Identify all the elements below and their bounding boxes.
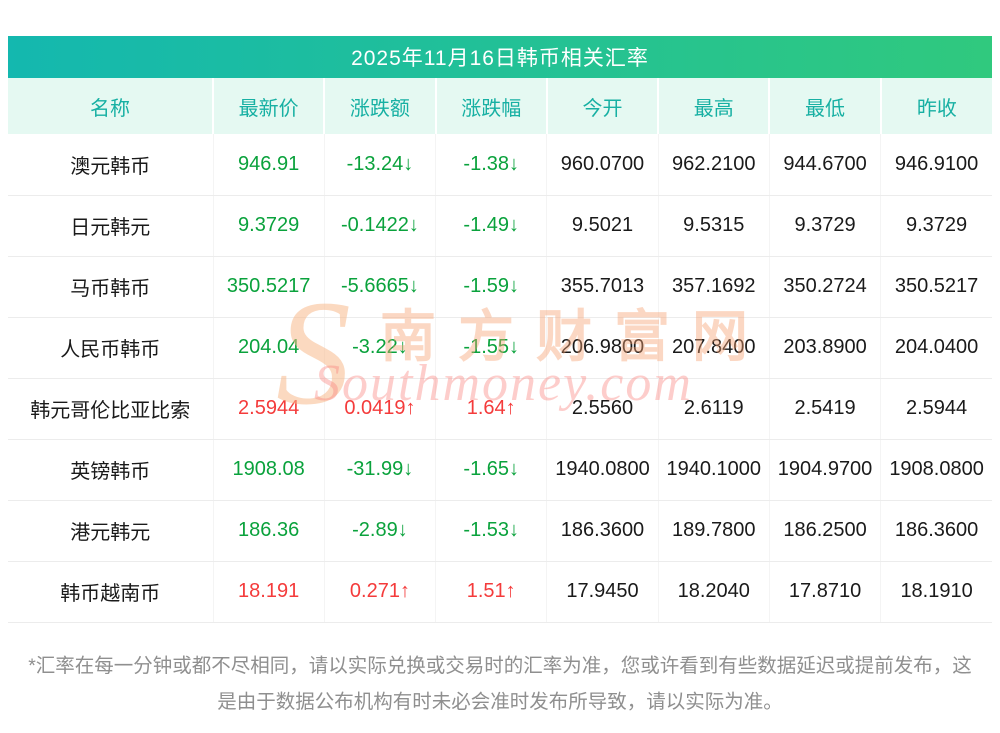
rate-value: 1940.1000 [658, 439, 770, 501]
currency-pair-name: 澳元韩币 [8, 134, 214, 196]
table-row: 英镑韩币 1908.08 -31.99↓ -1.65↓ 1940.0800 1940.10… [8, 439, 992, 501]
rate-value: 2.5560 [546, 378, 659, 440]
rate-value: 204.04 [213, 317, 325, 379]
rate-value: 186.2500 [769, 500, 882, 562]
currency-pair-name: 日元韩元 [8, 195, 214, 257]
rate-value: 18.2040 [658, 561, 770, 623]
rate-value: 186.3600 [546, 500, 659, 562]
table-row: 澳元韩币 946.91 -13.24↓ -1.38↓ 960.0700 962.2100 9… [8, 134, 992, 196]
rate-value: -1.59↓ [435, 256, 548, 318]
rate-value: -3.22↓ [324, 317, 437, 379]
rate-table: 名称 最新价 涨跌额 涨跌幅 今开 最高 最低 昨收 澳元韩币 946.91 -13… [8, 78, 992, 623]
rate-value: 0.271↑ [324, 561, 437, 623]
rate-value: 17.8710 [769, 561, 882, 623]
rate-value: 2.5944 [880, 378, 992, 440]
currency-pair-name: 港元韩元 [8, 500, 214, 562]
column-header-low: 最低 [769, 78, 882, 134]
rate-value: 1908.0800 [880, 439, 992, 501]
rate-value: 357.1692 [658, 256, 770, 318]
column-header-open: 今开 [546, 78, 660, 134]
column-header-latest: 最新价 [213, 78, 326, 134]
page-title: 2025年11月16日韩币相关汇率 [8, 36, 992, 78]
table-row: 韩元哥伦比亚比索 2.5944 0.0419↑ 1.64↑ 2.5560 2.6119 2.… [8, 378, 992, 440]
column-header-high: 最高 [658, 78, 771, 134]
rate-value: 944.6700 [769, 134, 882, 196]
rate-table-body: 澳元韩币 946.91 -13.24↓ -1.38↓ 960.0700 962.2100 9… [8, 134, 992, 623]
rate-value: 350.2724 [769, 256, 882, 318]
rate-value: -1.65↓ [435, 439, 548, 501]
table-header-row: 名称 最新价 涨跌额 涨跌幅 今开 最高 最低 昨收 [8, 78, 992, 134]
rate-value: -0.1422↓ [324, 195, 437, 257]
table-row: 韩币越南币 18.191 0.271↑ 1.51↑ 17.9450 18.2040 17.8… [8, 561, 992, 623]
rate-value: 2.6119 [658, 378, 770, 440]
rate-value: 9.5315 [658, 195, 770, 257]
currency-pair-name: 韩元哥伦比亚比索 [8, 378, 214, 440]
exchange-rate-table: 名称 最新价 涨跌额 涨跌幅 今开 最高 最低 昨收 澳元韩币 946.91 -13… [8, 78, 992, 623]
rate-value: 206.9800 [546, 317, 659, 379]
rate-value: 186.3600 [880, 500, 992, 562]
rate-value: 17.9450 [546, 561, 659, 623]
rate-value: 9.3729 [213, 195, 325, 257]
rate-value: 18.191 [213, 561, 325, 623]
rate-value: 350.5217 [880, 256, 992, 318]
currency-pair-name: 英镑韩币 [8, 439, 214, 501]
rate-value: -2.89↓ [324, 500, 437, 562]
table-row: 日元韩元 9.3729 -0.1422↓ -1.49↓ 9.5021 9.5315 9.37… [8, 195, 992, 257]
rate-value: 9.3729 [769, 195, 882, 257]
rate-value: 204.0400 [880, 317, 992, 379]
rate-value: 186.36 [213, 500, 325, 562]
currency-pair-name: 马币韩币 [8, 256, 214, 318]
rate-value: -1.53↓ [435, 500, 548, 562]
rate-value: 207.8400 [658, 317, 770, 379]
table-row: 港元韩元 186.36 -2.89↓ -1.53↓ 186.3600 189.7800 18… [8, 500, 992, 562]
rate-value: 2.5419 [769, 378, 882, 440]
rate-value: 203.8900 [769, 317, 882, 379]
rate-value: -31.99↓ [324, 439, 437, 501]
rate-value: 2.5944 [213, 378, 325, 440]
rate-value: 946.91 [213, 134, 325, 196]
rate-value: 189.7800 [658, 500, 770, 562]
rate-value: 962.2100 [658, 134, 770, 196]
rate-value: 1940.0800 [546, 439, 659, 501]
table-row: 人民币韩币 204.04 -3.22↓ -1.55↓ 206.9800 207.8400 2… [8, 317, 992, 379]
rate-value: 1904.9700 [769, 439, 882, 501]
rate-value: 1.64↑ [435, 378, 548, 440]
column-header-pct: 涨跌幅 [435, 78, 548, 134]
rate-value: 0.0419↑ [324, 378, 437, 440]
rate-value: 350.5217 [213, 256, 325, 318]
rate-value: -13.24↓ [324, 134, 437, 196]
rate-value: -5.6665↓ [324, 256, 437, 318]
column-header-name: 名称 [8, 78, 214, 134]
rate-value: 18.1910 [880, 561, 992, 623]
column-header-prev-close: 昨收 [880, 78, 992, 134]
column-header-change: 涨跌额 [324, 78, 437, 134]
rate-value: 9.3729 [880, 195, 992, 257]
disclaimer-note: *汇率在每一分钟或都不尽相同，请以实际兑换或交易时的汇率为准，您或许看到有些数据… [28, 655, 972, 714]
table-row: 马币韩币 350.5217 -5.6665↓ -1.59↓ 355.7013 357.16… [8, 256, 992, 318]
rate-value: 1.51↑ [435, 561, 548, 623]
rate-value: 960.0700 [546, 134, 659, 196]
currency-pair-name: 人民币韩币 [8, 317, 214, 379]
currency-pair-name: 韩币越南币 [8, 561, 214, 623]
rate-value: 355.7013 [546, 256, 659, 318]
rate-value: -1.55↓ [435, 317, 548, 379]
rate-value: -1.49↓ [435, 195, 548, 257]
rate-value: 1908.08 [213, 439, 325, 501]
rate-value: 9.5021 [546, 195, 659, 257]
rate-value: -1.38↓ [435, 134, 548, 196]
rate-value: 946.9100 [880, 134, 992, 196]
